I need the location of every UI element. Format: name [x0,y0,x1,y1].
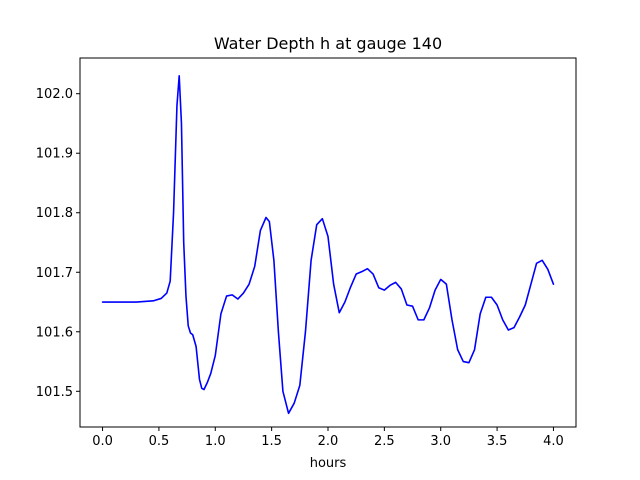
y-tick-label: 101.5 [36,385,73,400]
y-tick-label: 101.9 [36,147,73,162]
x-tick-label: 3.0 [430,434,451,449]
x-tick-label: 1.0 [205,434,226,449]
x-tick-label: 2.0 [318,434,339,449]
chart-title: Water Depth h at gauge 140 [214,34,442,53]
x-tick-label: 4.0 [543,434,564,449]
x-tick-label: 1.5 [261,434,282,449]
x-tick-label: 2.5 [374,434,395,449]
y-tick-label: 102.0 [36,87,73,102]
plot-area: 0.0 0.5 1.0 1.5 2.0 2.5 3.0 3.5 4.0 101.5 101.6 101… [36,57,577,449]
series-line [101,75,555,415]
y-tick-label: 101.7 [36,266,73,281]
y-tick-label: 101.8 [36,206,73,221]
x-tick-label: 0.0 [92,434,113,449]
x-tick-label: 3.5 [487,434,508,449]
y-tick-label: 101.6 [36,325,73,340]
x-axis-label: hours [310,456,347,471]
x-tick-label: 0.5 [149,434,170,449]
